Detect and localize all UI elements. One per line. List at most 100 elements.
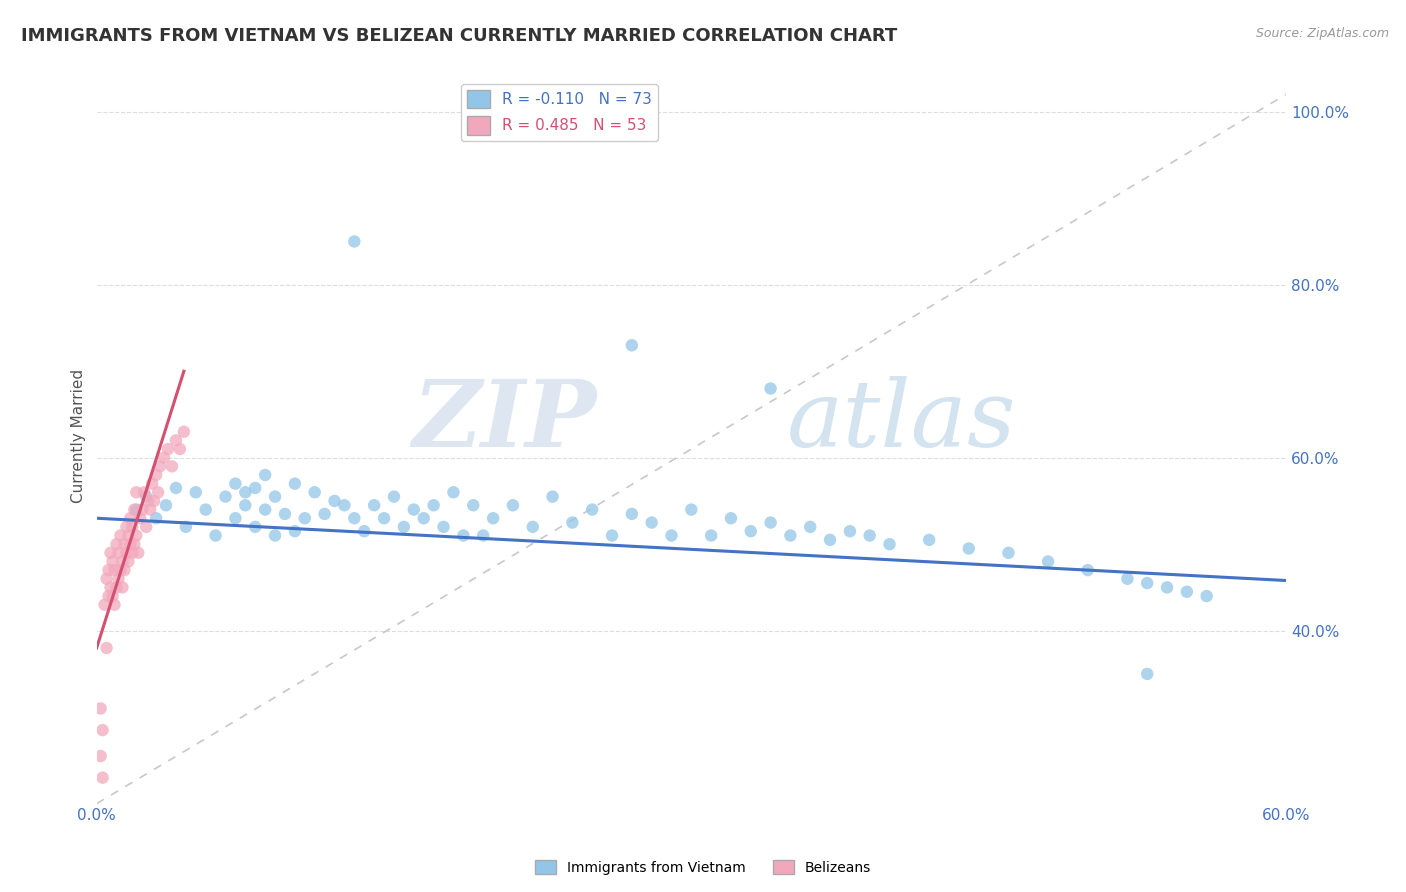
Point (264, 528, 287, 542)
Point (1136, 666, 1159, 681)
Point (443, 485, 465, 500)
Point (1195, 589, 1218, 603)
Point (115, 546, 138, 560)
Point (957, 541, 980, 556)
Point (681, 502, 703, 516)
Point (759, 516, 782, 530)
Point (105, 581, 128, 595)
Point (482, 511, 505, 525)
Point (110, 563, 132, 577)
Point (343, 235, 366, 249)
Point (254, 467, 277, 482)
Point (115, 520, 138, 534)
Point (343, 511, 366, 525)
Point (818, 533, 841, 547)
Point (838, 524, 860, 539)
Point (720, 511, 742, 525)
Legend: Immigrants from Vietnam, Belizeans: Immigrants from Vietnam, Belizeans (529, 855, 877, 880)
Point (127, 546, 149, 560)
Point (204, 528, 226, 542)
Point (412, 511, 434, 525)
Point (1175, 584, 1198, 599)
Point (101, 589, 124, 603)
Point (131, 502, 153, 516)
Point (759, 382, 782, 396)
Point (402, 502, 425, 516)
Point (1136, 576, 1159, 591)
Point (541, 490, 564, 504)
Point (918, 533, 941, 547)
Point (700, 528, 723, 542)
Point (779, 528, 801, 542)
Point (103, 563, 125, 577)
Point (169, 442, 191, 456)
Point (125, 528, 148, 542)
Point (105, 537, 128, 551)
Point (107, 546, 129, 560)
Point (125, 485, 148, 500)
Point (100, 581, 122, 595)
Point (124, 537, 146, 551)
Point (97, 563, 120, 577)
Point (117, 528, 139, 542)
Point (111, 581, 134, 595)
Point (139, 502, 162, 516)
Point (620, 338, 643, 352)
Point (101, 554, 124, 568)
Point (1036, 554, 1059, 568)
Point (233, 498, 256, 512)
Point (1116, 572, 1139, 586)
Legend: R = -0.110   N = 73, R = 0.485   N = 53: R = -0.110 N = 73, R = 0.485 N = 53 (461, 84, 658, 141)
Point (363, 498, 385, 512)
Point (160, 459, 183, 474)
Point (111, 554, 134, 568)
Point (156, 442, 179, 456)
Point (422, 498, 444, 512)
Point (859, 528, 882, 542)
Point (997, 546, 1019, 560)
Point (314, 507, 336, 521)
Point (502, 498, 524, 512)
Point (141, 476, 163, 491)
Point (799, 520, 821, 534)
Text: ZIP: ZIP (412, 376, 596, 467)
Point (153, 450, 176, 465)
Point (264, 490, 287, 504)
Point (245, 520, 267, 534)
Point (90, 701, 112, 715)
Point (136, 494, 159, 508)
Point (97, 589, 120, 603)
Point (112, 563, 135, 577)
Text: IMMIGRANTS FROM VIETNAM VS BELIZEAN CURRENTLY MARRIED CORRELATION CHART: IMMIGRANTS FROM VIETNAM VS BELIZEAN CURR… (21, 27, 897, 45)
Y-axis label: Currently Married: Currently Married (72, 369, 86, 503)
Point (245, 481, 267, 495)
Point (214, 490, 236, 504)
Point (155, 498, 177, 512)
Point (184, 485, 207, 500)
Point (353, 524, 375, 539)
Point (143, 494, 166, 508)
Point (392, 520, 415, 534)
Point (125, 502, 148, 516)
Point (323, 494, 346, 508)
Point (121, 546, 143, 560)
Point (432, 520, 454, 534)
Point (1156, 581, 1178, 595)
Point (382, 490, 405, 504)
Point (194, 502, 217, 516)
Point (110, 528, 132, 542)
Point (600, 528, 623, 542)
Point (96, 640, 118, 655)
Point (112, 537, 135, 551)
Point (233, 485, 256, 500)
Point (129, 511, 152, 525)
Point (135, 490, 157, 504)
Point (91, 723, 114, 738)
Point (224, 476, 246, 491)
Point (640, 516, 662, 530)
Point (224, 511, 246, 525)
Point (879, 537, 901, 551)
Point (117, 554, 139, 568)
Point (1077, 563, 1099, 577)
Point (453, 528, 475, 542)
